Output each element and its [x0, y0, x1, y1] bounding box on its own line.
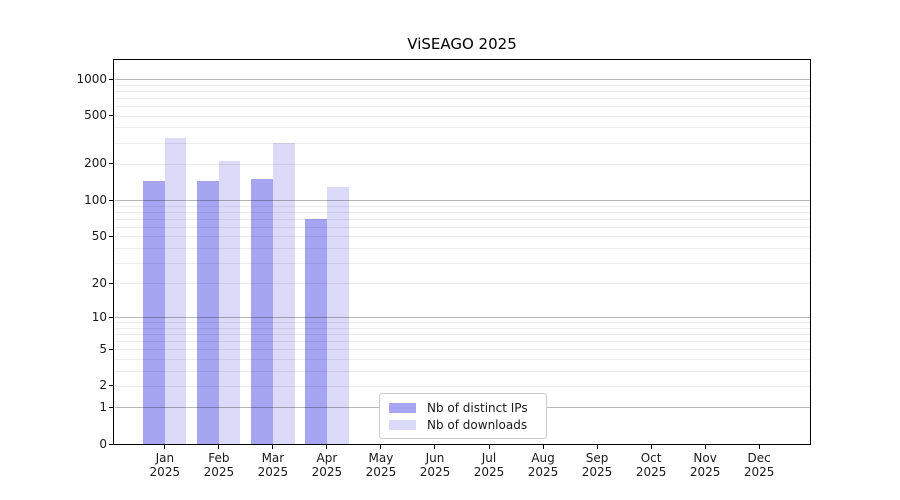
- legend: Nb of distinct IPs Nb of downloads: [379, 393, 547, 439]
- x-tick-label: Oct 2025: [635, 451, 667, 479]
- y-tick-label: 5: [99, 341, 107, 356]
- x-tick-label: Jan 2025: [149, 451, 181, 479]
- x-tick-mark: [704, 445, 706, 449]
- x-tick-mark: [434, 445, 436, 449]
- x-tick-mark: [218, 445, 220, 449]
- x-tick-mark: [164, 445, 166, 449]
- y-tick-label: 2: [99, 378, 107, 393]
- x-tick-mark: [272, 445, 274, 449]
- x-tick-label: Sep 2025: [581, 451, 613, 479]
- x-tick-label: Dec 2025: [743, 451, 775, 479]
- y-tick-label: 0: [99, 436, 107, 451]
- x-tick-mark: [758, 445, 760, 449]
- x-tick-label: Apr 2025: [311, 451, 343, 479]
- y-tick-label: 1: [99, 399, 107, 414]
- legend-label-downloads: Nb of downloads: [427, 417, 528, 432]
- x-tick-mark: [596, 445, 598, 449]
- chart-title: ViSEAGO 2025: [407, 35, 517, 53]
- y-tick-label: 500: [84, 108, 107, 123]
- y-tick-label: 100: [84, 192, 107, 207]
- x-tick-mark: [488, 445, 490, 449]
- x-tick-label: Aug 2025: [527, 451, 559, 479]
- x-tick-label: Nov 2025: [689, 451, 721, 479]
- x-tick-mark: [380, 445, 382, 449]
- legend-swatch-downloads: [389, 419, 416, 430]
- x-tick-mark: [326, 445, 328, 449]
- legend-entry-distinct-ips: Nb of distinct IPs: [389, 401, 537, 415]
- y-tick-label: 20: [91, 275, 107, 290]
- y-tick-label: 10: [91, 309, 107, 324]
- legend-swatch-distinct-ips: [389, 402, 416, 413]
- x-tick-label: Jul 2025: [473, 451, 505, 479]
- x-tick-label: Mar 2025: [257, 451, 289, 479]
- x-tick-mark: [542, 445, 544, 449]
- x-tick-mark: [650, 445, 652, 449]
- x-tick-label: Feb 2025: [203, 451, 235, 479]
- x-tick-label: Jun 2025: [419, 451, 451, 479]
- y-tick-label: 1000: [76, 71, 107, 86]
- plot-area: [113, 59, 811, 445]
- y-tick-label: 200: [84, 156, 107, 171]
- y-tick-label: 50: [91, 228, 107, 243]
- legend-label-distinct-ips: Nb of distinct IPs: [427, 400, 528, 415]
- x-tick-label: May 2025: [365, 451, 397, 479]
- legend-entry-downloads: Nb of downloads: [389, 418, 537, 432]
